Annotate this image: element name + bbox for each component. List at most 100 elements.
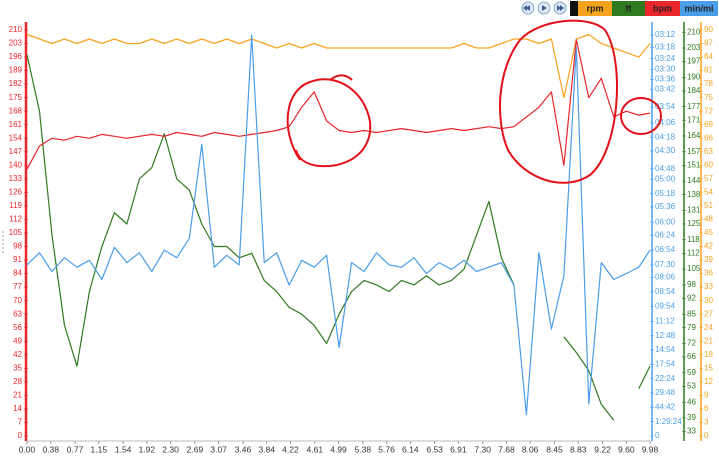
y-tick-label: 04:18 <box>655 133 676 142</box>
y-tick-label: 6 <box>704 404 709 413</box>
y-tick-label: 119 <box>9 201 22 210</box>
y-tick-label: 15 <box>704 363 713 372</box>
y-tick-label: 29:48 <box>655 388 676 397</box>
y-tick-label: 197 <box>687 57 701 66</box>
y-tick-label: 138 <box>687 190 701 199</box>
y-tick-label: 154 <box>9 133 23 142</box>
y-tick-label: 157 <box>687 147 701 156</box>
y-tick-label: 189 <box>9 66 23 75</box>
y-tick-label: 171 <box>687 115 701 124</box>
x-tick-label: 0.00 <box>19 444 36 454</box>
y-tick-label: 133 <box>9 174 23 183</box>
y-tick-label: 131 <box>687 206 701 215</box>
y-tick-label: 14 <box>13 404 22 413</box>
y-tick-label: 45 <box>704 228 713 237</box>
y-tick-label: 12:48 <box>655 331 676 340</box>
y-tick-label: 1:29:24 <box>655 417 682 426</box>
series-line <box>26 34 651 416</box>
y-tick-label: 09:54 <box>655 302 676 311</box>
x-tick-label: 4.22 <box>282 444 299 454</box>
legend-swatch <box>680 1 718 16</box>
x-tick-label: 3.07 <box>210 444 227 454</box>
y-tick-label: 42 <box>13 350 22 359</box>
y-tick-label: 105 <box>9 228 23 237</box>
y-tick-label: 0 <box>655 431 660 440</box>
x-tick-label: 9.22 <box>594 444 611 454</box>
grip <box>2 231 4 253</box>
y-tick-label: 81 <box>704 66 713 75</box>
x-tick-label: 0.38 <box>42 444 59 454</box>
y-tick-label: 18 <box>704 350 713 359</box>
y-tick-label: 06:00 <box>655 217 676 226</box>
x-tick-label: 7.30 <box>474 444 491 454</box>
y-tick-label: 196 <box>9 52 23 61</box>
legend-label: ft <box>626 3 632 13</box>
x-tick-label: 1.54 <box>115 444 132 454</box>
y-tick-label: 168 <box>9 106 23 115</box>
y-tick-label: 151 <box>687 160 701 169</box>
y-tick-label: 48 <box>704 215 713 224</box>
y-tick-label: 140 <box>9 160 23 169</box>
y-tick-label: 147 <box>9 147 23 156</box>
y-tick-label: 164 <box>687 131 701 140</box>
legend-swatch <box>612 1 645 16</box>
y-tick-label: 63 <box>704 147 713 156</box>
y-tick-label: 144 <box>687 176 701 185</box>
y-tick-label: 03:18 <box>655 42 676 51</box>
y-tick-label: 03:36 <box>655 75 676 84</box>
y-tick-label: 27 <box>704 309 713 318</box>
y-tick-label: 92 <box>687 294 696 303</box>
rewind-icon <box>523 5 530 11</box>
y-tick-label: 33 <box>704 282 713 291</box>
y-tick-label: 84 <box>13 269 22 278</box>
y-tick-label: 203 <box>687 43 701 52</box>
y-tick-label: 0 <box>18 431 23 440</box>
y-tick-label: 51 <box>704 201 713 210</box>
y-tick-label: 7 <box>18 418 23 427</box>
x-tick-label: 8.06 <box>522 444 539 454</box>
x-tick-label: 7.68 <box>498 444 515 454</box>
y-tick-label: 14:54 <box>655 345 676 354</box>
series-line <box>26 39 651 170</box>
y-tick-label: 66 <box>704 133 713 142</box>
y-tick-label: 98 <box>687 280 696 289</box>
x-tick-label: 5.76 <box>378 444 395 454</box>
y-tick-label: 210 <box>687 27 701 36</box>
y-tick-label: 84 <box>704 52 713 61</box>
y-tick-label: 125 <box>687 219 701 228</box>
y-tick-label: 78 <box>704 79 713 88</box>
y-tick-label: 17:54 <box>655 359 676 368</box>
y-tick-label: 03:24 <box>655 54 676 63</box>
y-tick-label: 118 <box>687 235 700 244</box>
plot-area: 0714212835424956637077849198105112119126… <box>9 22 713 454</box>
y-tick-label: 85 <box>687 309 696 318</box>
y-tick-label: 112 <box>687 248 700 257</box>
x-tick-label: 9.98 <box>642 444 659 454</box>
legend-label: min/mi <box>684 3 713 13</box>
x-tick-label: 6.91 <box>450 444 467 454</box>
y-tick-label: 04:30 <box>655 146 676 155</box>
legend-swatch <box>645 1 680 16</box>
y-tick-label: 03:54 <box>655 102 676 111</box>
y-tick-label: 69 <box>704 120 713 129</box>
y-tick-label: 04:06 <box>655 118 676 127</box>
x-tick-label: 1.92 <box>139 444 156 454</box>
x-tick-label: 1.15 <box>91 444 108 454</box>
y-tick-label: 42 <box>704 242 713 251</box>
y-tick-label: 05:00 <box>655 175 676 184</box>
y-tick-label: 53 <box>687 381 696 390</box>
y-tick-label: 35 <box>13 363 22 372</box>
y-tick-label: 203 <box>9 39 23 48</box>
y-tick-label: 72 <box>704 106 713 115</box>
y-tick-label: 184 <box>687 86 701 95</box>
x-tick-label: 8.45 <box>546 444 563 454</box>
y-tick-label: 177 <box>687 102 701 111</box>
y-tick-label: 39 <box>704 255 713 264</box>
y-tick-label: 70 <box>13 296 22 305</box>
playback-controls <box>521 1 578 16</box>
y-tick-label: 39 <box>687 413 696 422</box>
y-tick-label: 126 <box>9 188 23 197</box>
forward-icon <box>557 5 564 11</box>
annotation-circle <box>620 97 662 135</box>
